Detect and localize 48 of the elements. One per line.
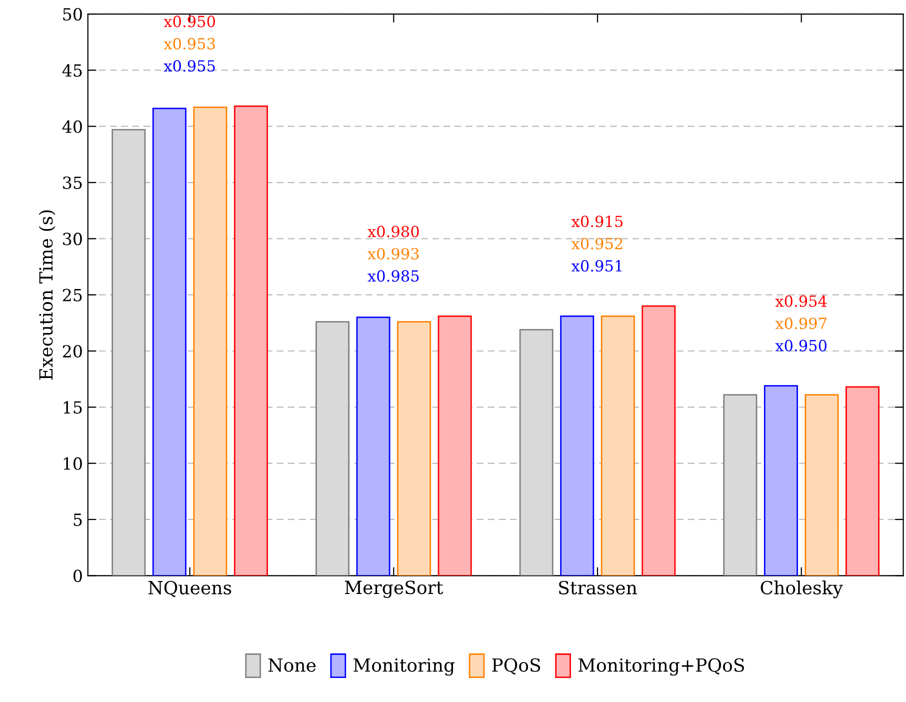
bar — [846, 386, 880, 576]
annotation: x0.950 — [775, 340, 827, 352]
bar — [356, 316, 390, 576]
annotation: x0.985 — [368, 270, 419, 282]
y-tick-label: 40 — [62, 120, 82, 133]
annotation: x0.954 — [775, 295, 827, 307]
x-tick-label: Cholesky — [760, 580, 843, 598]
bar — [723, 394, 758, 576]
x-tick-label: NQueens — [148, 580, 232, 598]
y-tick-label: 25 — [62, 288, 82, 302]
annotation: x0.950 — [164, 16, 215, 28]
bar — [642, 305, 676, 576]
bar — [193, 106, 228, 576]
bar — [519, 328, 554, 576]
bar — [152, 108, 186, 576]
annotation: x0.915 — [572, 216, 623, 228]
legend-label: PQoS — [492, 658, 540, 675]
x-tick-label: Strassen — [559, 580, 637, 594]
annotation: x0.951 — [572, 260, 622, 272]
bar — [316, 321, 350, 576]
annotation: x0.993 — [368, 248, 419, 260]
annotation: x0.955 — [164, 60, 215, 72]
y-tick-label: 35 — [63, 176, 82, 190]
bar — [234, 105, 268, 576]
y-axis-title: Execution Time (s) — [38, 210, 56, 380]
bar — [600, 315, 635, 576]
annotation: x0.952 — [572, 238, 622, 250]
x-tick-label: MergeSort — [344, 580, 444, 598]
bar — [397, 321, 432, 576]
y-tick-label: 45 — [62, 64, 82, 77]
y-tick-label: 50 — [63, 8, 82, 21]
annotation: x0.997 — [775, 318, 826, 330]
bar — [438, 315, 472, 576]
y-tick-label: 30 — [63, 232, 82, 246]
y-tick-label: 20 — [62, 344, 82, 358]
legend-label: Monitoring — [354, 658, 455, 676]
annotation: x0.980 — [368, 226, 419, 238]
y-tick-label: 5 — [74, 514, 82, 526]
bar — [804, 394, 839, 576]
legend-label: None — [268, 658, 316, 672]
annotation: x0.953 — [164, 38, 215, 50]
bar — [560, 315, 594, 576]
y-tick-label: 0 — [74, 570, 82, 582]
y-tick-label: 15 — [64, 401, 82, 414]
y-tick-label: 10 — [64, 457, 82, 470]
bar — [112, 129, 146, 576]
bar — [764, 385, 798, 576]
legend-label: Monitoring+PQoS — [578, 658, 744, 676]
